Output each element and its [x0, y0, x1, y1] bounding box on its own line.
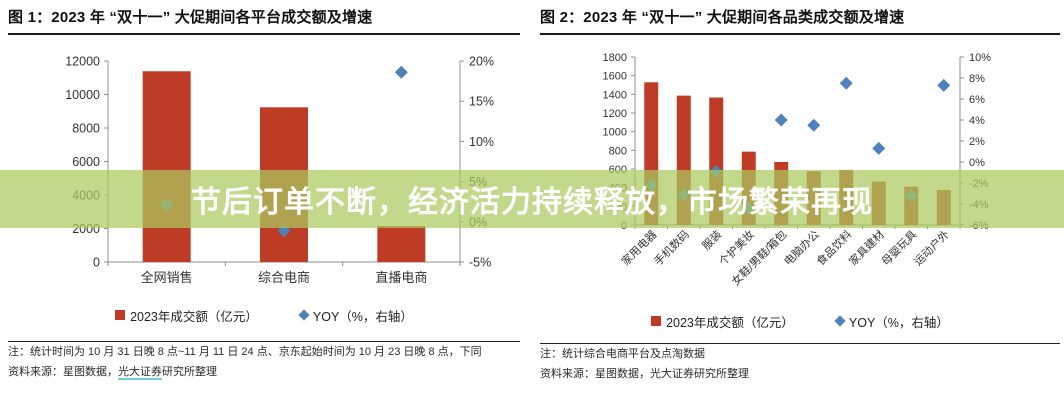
svg-text:20%: 20%: [469, 55, 494, 69]
note-text: 注：统计时间为 10 月 31 日晚 8 点~11 月 11 日 24 点、京东…: [8, 346, 482, 358]
svg-text:6000: 6000: [72, 155, 100, 169]
svg-text:800: 800: [609, 145, 627, 157]
svg-text:1400: 1400: [603, 89, 627, 101]
legend-item-yoy: YOY（%，右轴）: [834, 312, 949, 331]
svg-text:1000: 1000: [603, 127, 627, 139]
svg-text:女鞋/男鞋/箱包: 女鞋/男鞋/箱包: [728, 227, 789, 288]
svg-text:15%: 15%: [469, 95, 494, 109]
source-suffix: 研究所整理: [162, 365, 217, 378]
svg-text:8000: 8000: [72, 122, 100, 136]
legend-diamond-icon: [834, 315, 846, 327]
legend-bar-swatch: [115, 310, 126, 320]
svg-text:10000: 10000: [65, 88, 100, 102]
note-text: 注：统计综合电商平台及点淘数据: [540, 348, 705, 360]
svg-text:全网销售: 全网销售: [141, 270, 193, 285]
legend-item-gmv: 2023年成交额（亿元）: [651, 312, 794, 331]
svg-text:综合电商: 综合电商: [258, 270, 310, 285]
svg-text:0%: 0%: [969, 157, 985, 169]
figure-2-title: 图 2：2023 年 “双十一” 大促期间各品类成交额及增速: [540, 6, 1060, 35]
svg-text:2%: 2%: [969, 136, 985, 148]
legend-bar-label: 2023年成交额（亿元）: [130, 309, 258, 324]
svg-text:服装: 服装: [700, 228, 725, 253]
legend-diamond-icon: [298, 309, 310, 321]
legend-item-gmv: 2023年成交额（亿元）: [115, 306, 258, 325]
source-link[interactable]: 光大证券: [118, 365, 162, 380]
source-prefix: 资料来源：星图数据，: [8, 365, 118, 378]
svg-text:运动户外: 运动户外: [911, 227, 952, 268]
figure-1-notes: 注：统计时间为 10 月 31 日晚 8 点~11 月 11 日 24 点、京东…: [8, 341, 520, 381]
notes-divider: [540, 343, 1060, 344]
platform-gmv-chart: 020004000600080001000012000-5%0%5%10%15%…: [65, 55, 494, 286]
legend-bar-swatch: [651, 316, 662, 326]
figure-2-notes: 注：统计综合电商平台及点淘数据 资料来源：星图数据，光大证券研究所整理: [540, 343, 1060, 383]
svg-text:0: 0: [93, 256, 100, 270]
svg-text:8%: 8%: [969, 73, 985, 85]
svg-text:-5%: -5%: [469, 256, 491, 270]
svg-text:1200: 1200: [603, 108, 627, 120]
svg-text:手机数码: 手机数码: [651, 227, 692, 268]
svg-text:12000: 12000: [65, 55, 100, 69]
svg-text:1600: 1600: [603, 71, 627, 83]
source-line: 资料来源：星图数据，光大证券研究所整理: [540, 367, 749, 380]
svg-text:6%: 6%: [969, 94, 985, 106]
source-line: 资料来源：星图数据，光大证券研究所整理: [8, 364, 520, 382]
svg-text:4%: 4%: [969, 115, 985, 127]
legend-bar-label: 2023年成交额（亿元）: [666, 315, 794, 330]
headline-watermark-band: 节后订单不断，经济活力持续释放，市场繁荣再现: [0, 170, 1064, 228]
figure-1-title: 图 1：2023 年 “双十一” 大促期间各平台成交额及增速: [8, 6, 520, 35]
notes-divider: [8, 341, 520, 342]
headline-watermark-text: 节后订单不断，经济活力持续释放，市场繁荣再现: [191, 186, 873, 219]
svg-text:直播电商: 直播电商: [375, 270, 427, 285]
figure-1-legend: 2023年成交额（亿元） YOY（%，右轴）: [8, 305, 520, 325]
legend-yoy-label: YOY（%，右轴）: [312, 309, 413, 324]
svg-text:10%: 10%: [469, 135, 494, 149]
legend-yoy-label: YOY（%，右轴）: [848, 315, 949, 330]
svg-text:1800: 1800: [603, 52, 627, 64]
svg-text:10%: 10%: [969, 52, 991, 64]
figure-2-legend: 2023年成交额（亿元） YOY（%，右轴）: [540, 311, 1060, 331]
legend-item-yoy: YOY（%，右轴）: [298, 306, 413, 325]
